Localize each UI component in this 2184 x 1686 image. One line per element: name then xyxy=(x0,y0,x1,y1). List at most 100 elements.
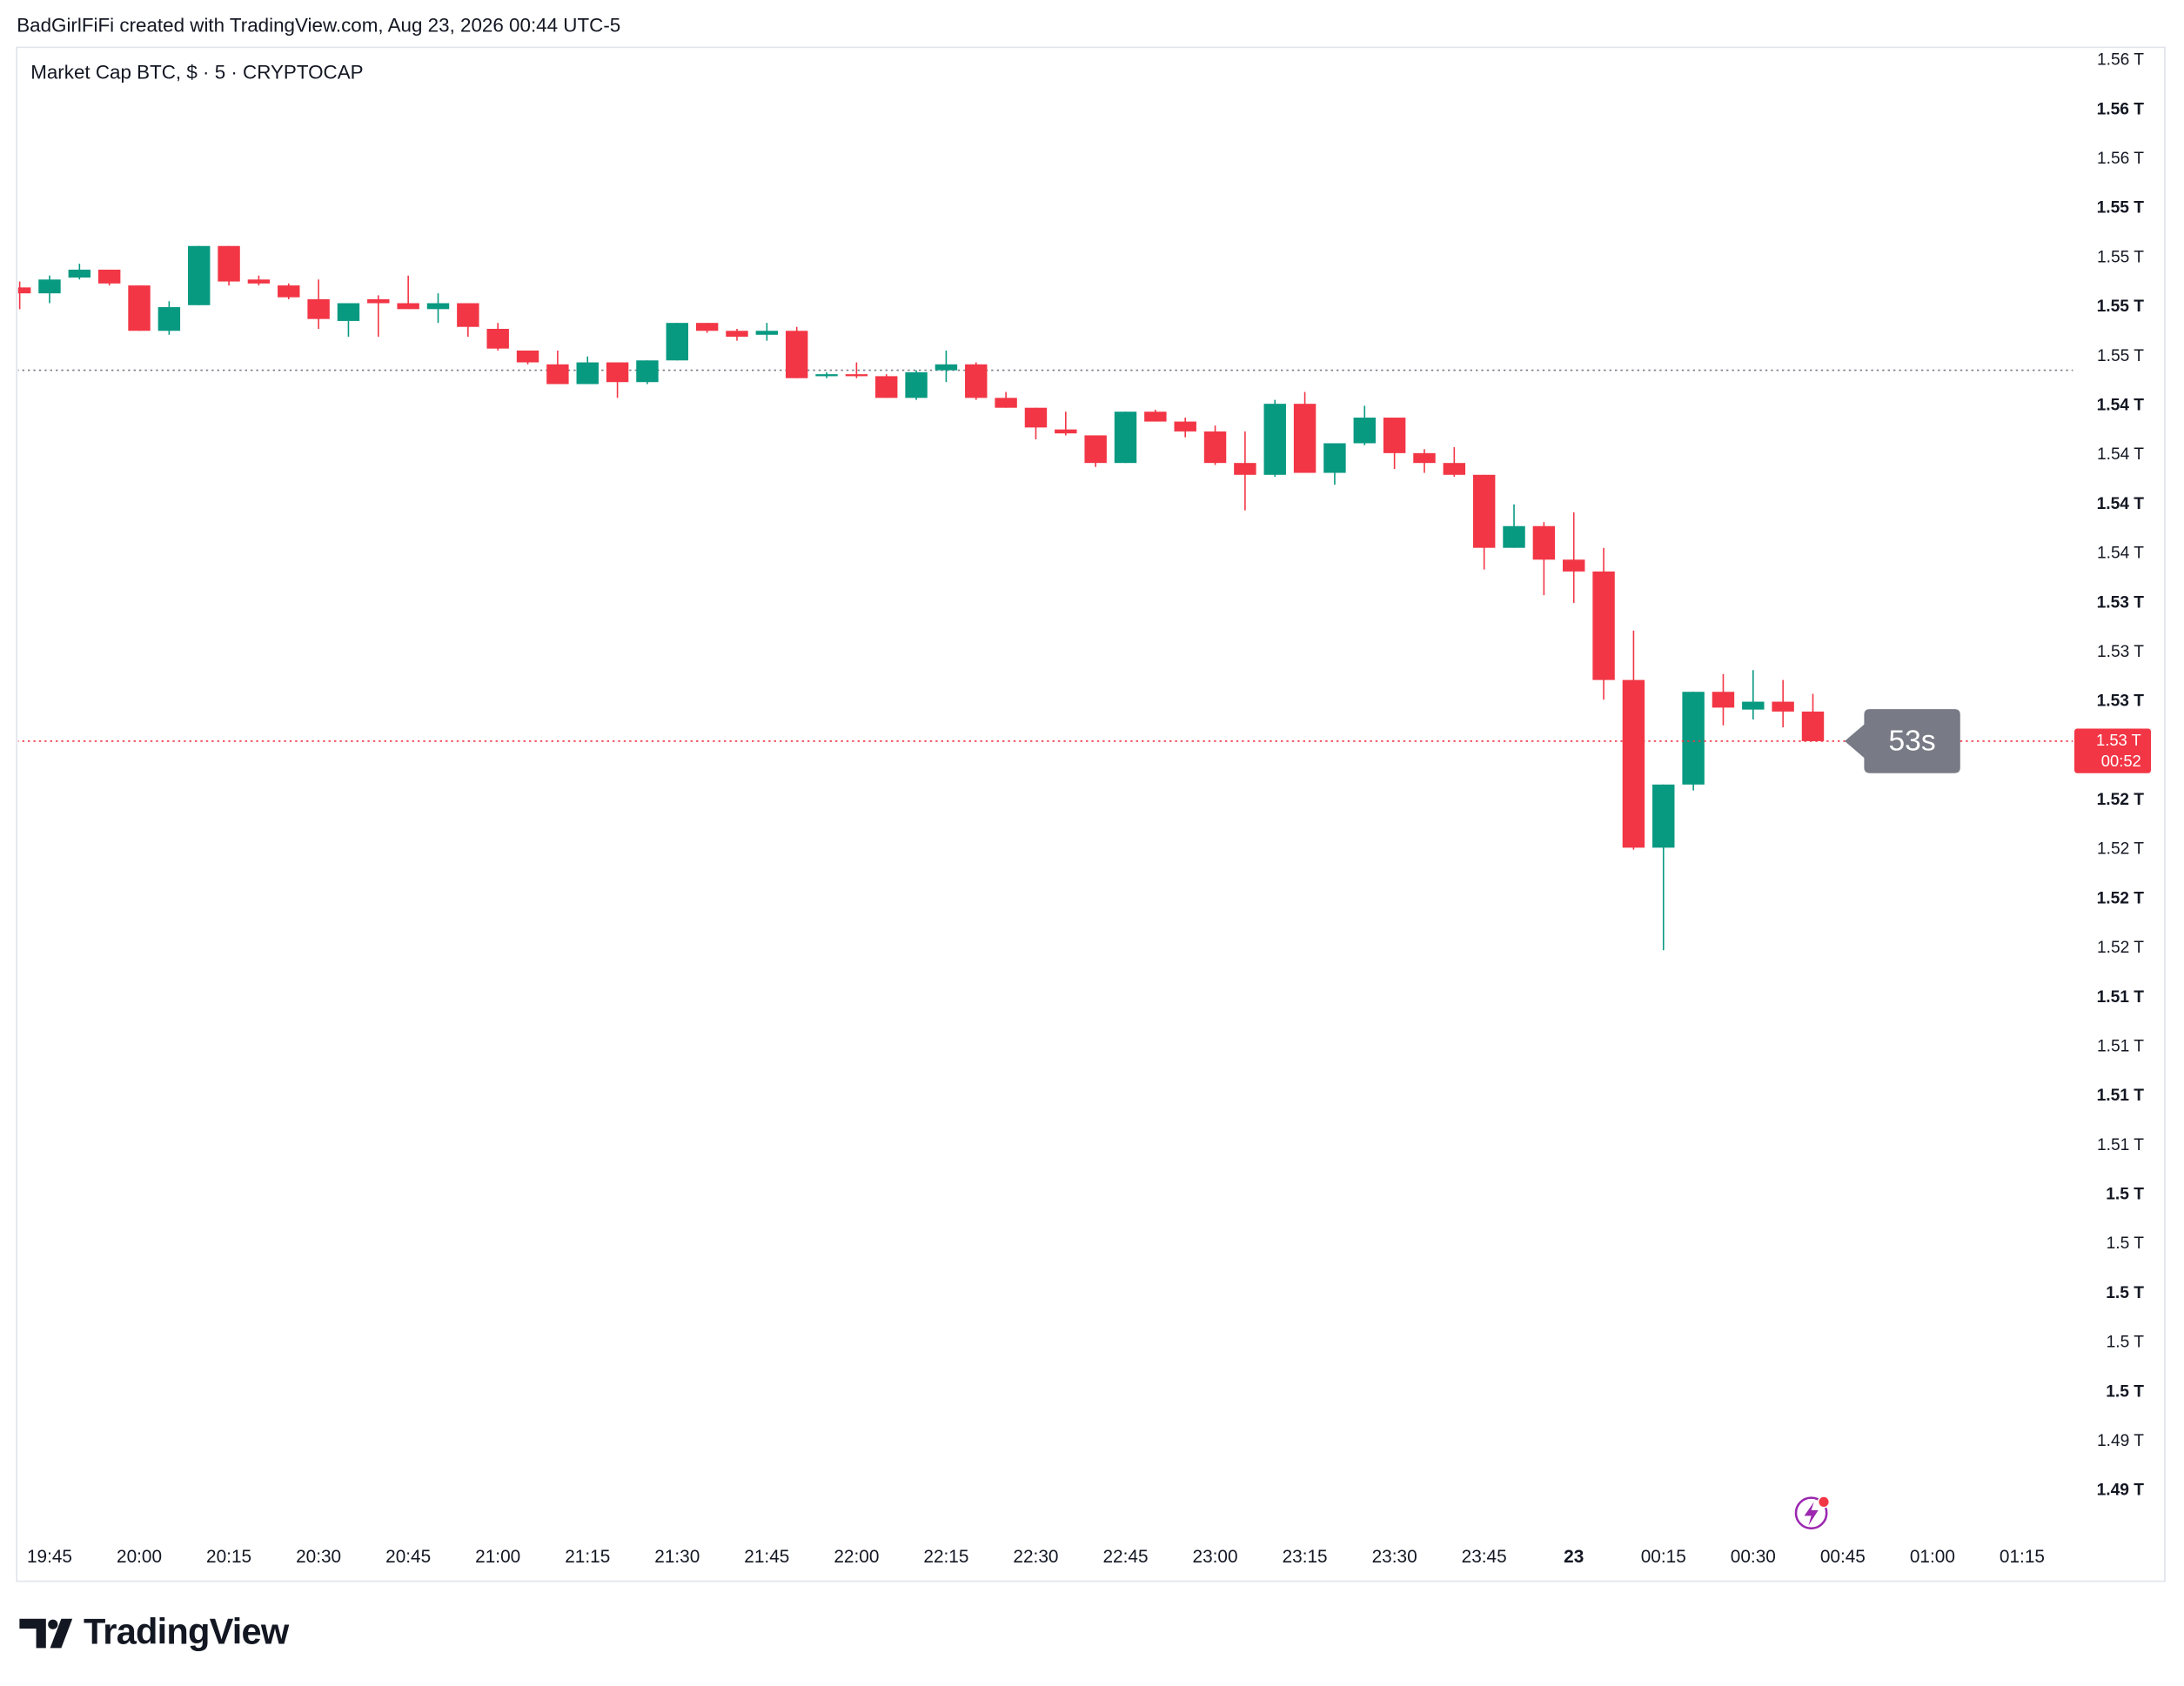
candle-body xyxy=(1413,452,1436,464)
candle-body xyxy=(636,360,659,383)
candle-body xyxy=(1234,463,1256,475)
candle-body xyxy=(606,362,629,383)
candle-body xyxy=(397,303,419,310)
current-price-countdown: 00:52 xyxy=(2101,752,2141,770)
candle-body xyxy=(486,328,509,349)
candle-body xyxy=(1323,443,1346,473)
candle-body xyxy=(845,374,868,377)
axes: 1.49 T 1.49 T 1.5 T 1.5 T 1.5 T 1.5 T 1.5 T 1.5… xyxy=(27,51,2151,1567)
candle-body xyxy=(97,269,121,284)
candle-body xyxy=(1144,411,1167,422)
y-tick-label: 1.51 T xyxy=(2097,988,2145,1007)
y-tick-label: 1.5 T xyxy=(2107,1334,2145,1352)
x-tick-label: 01:00 xyxy=(1910,1547,1955,1567)
candle-body xyxy=(1801,711,1825,741)
y-tick-label: 1.55 T xyxy=(2097,199,2145,217)
candle-body xyxy=(1114,411,1137,464)
candle-body xyxy=(695,323,719,331)
brand: TradingView xyxy=(84,1610,290,1651)
attribution: BadGirlFiFi created with TradingView.com… xyxy=(17,14,620,36)
x-tick-label: 21:30 xyxy=(654,1547,700,1567)
y-tick-label: 1.56 T xyxy=(2097,100,2145,118)
candle-body xyxy=(1293,404,1316,473)
x-tick-label: 22:30 xyxy=(1013,1547,1058,1567)
candle-body xyxy=(278,285,300,298)
candle-body xyxy=(755,331,779,335)
y-tick-label: 1.52 T xyxy=(2097,791,2145,809)
y-tick-label: 1.52 T xyxy=(2097,889,2145,907)
x-tick-label: 22:00 xyxy=(834,1547,879,1567)
candle-body xyxy=(576,362,599,385)
candle-body xyxy=(965,364,988,398)
candle-body xyxy=(546,364,569,385)
x-tick-label: 19:45 xyxy=(27,1547,72,1567)
candle-body xyxy=(1203,431,1227,464)
x-tick-label: 20:00 xyxy=(117,1547,162,1567)
candle-body xyxy=(247,279,271,284)
y-tick-label: 1.51 T xyxy=(2097,1136,2144,1154)
candle-body xyxy=(1472,474,1496,548)
candle-body xyxy=(1712,692,1735,708)
y-tick-label: 1.51 T xyxy=(2097,1087,2145,1105)
y-tick-label: 1.54 T xyxy=(2097,397,2145,415)
y-tick-label: 1.55 T xyxy=(2097,347,2144,365)
y-tick-label: 1.54 T xyxy=(2097,545,2144,563)
y-tick-label: 1.52 T xyxy=(2097,840,2144,859)
y-tick-label: 1.5 T xyxy=(2106,1382,2144,1401)
x-tick-label: 21:15 xyxy=(565,1547,610,1567)
candle-body xyxy=(1353,418,1376,444)
chart-frame xyxy=(16,46,2166,1582)
candle-body xyxy=(1532,525,1556,560)
candle-body xyxy=(337,303,360,321)
candle-body xyxy=(457,303,479,327)
candle-body xyxy=(128,285,151,331)
y-tick-label: 1.52 T xyxy=(2097,939,2144,957)
x-tick-label: 23:45 xyxy=(1462,1547,1507,1567)
x-tick-label: 00:45 xyxy=(1820,1547,1866,1567)
candle-body xyxy=(1622,679,1645,848)
candle-body xyxy=(218,245,240,282)
candle-body xyxy=(815,374,838,377)
y-tick-label: 1.49 T xyxy=(2097,1482,2145,1500)
y-tick-label: 1.53 T xyxy=(2097,593,2145,612)
candle-body xyxy=(726,331,748,338)
x-tick-label: 20:15 xyxy=(206,1547,251,1567)
candle-body xyxy=(1682,692,1705,785)
candle-body xyxy=(1772,701,1794,712)
x-tick-label: 23:30 xyxy=(1372,1547,1417,1567)
candle-body xyxy=(1592,571,1615,680)
plot-area xyxy=(17,245,2073,951)
chart-title: Market Cap BTC, $ · 5 · CRYPTOCAP xyxy=(30,62,363,84)
y-tick-label: 1.54 T xyxy=(2097,445,2144,464)
candle-body xyxy=(516,350,539,363)
candle-body xyxy=(426,303,450,310)
candle-body xyxy=(875,376,898,398)
y-tick-label: 1.5 T xyxy=(2106,1186,2144,1204)
candle-body xyxy=(157,307,181,331)
candle-body xyxy=(38,279,61,294)
countdown-bubble xyxy=(1845,709,1960,773)
y-tick-label: 1.56 T xyxy=(2097,51,2144,70)
x-tick-label: 20:30 xyxy=(296,1547,341,1567)
candle-body xyxy=(785,331,808,378)
x-tick-label: 22:15 xyxy=(923,1547,968,1567)
tradingview-logo: TradingView xyxy=(19,1610,291,1651)
candle-body xyxy=(1742,701,1765,710)
y-tick-label: 1.53 T xyxy=(2097,643,2144,661)
current-price-label: 1.53 T xyxy=(2096,731,2141,749)
x-tick-label: 20:45 xyxy=(385,1547,431,1567)
y-tick-label: 1.53 T xyxy=(2097,692,2145,711)
candle-body xyxy=(905,371,928,398)
candle-body xyxy=(1263,404,1286,475)
x-tick-label: 00:30 xyxy=(1731,1547,1776,1567)
x-tick-label: 00:15 xyxy=(1641,1547,1686,1567)
candle-body xyxy=(307,298,330,319)
x-tick-label: 01:15 xyxy=(2000,1547,2045,1567)
y-tick-label: 1.55 T xyxy=(2097,298,2145,316)
candle-body xyxy=(666,323,688,361)
candle-body xyxy=(995,398,1017,408)
current-price-box xyxy=(2074,728,2151,773)
